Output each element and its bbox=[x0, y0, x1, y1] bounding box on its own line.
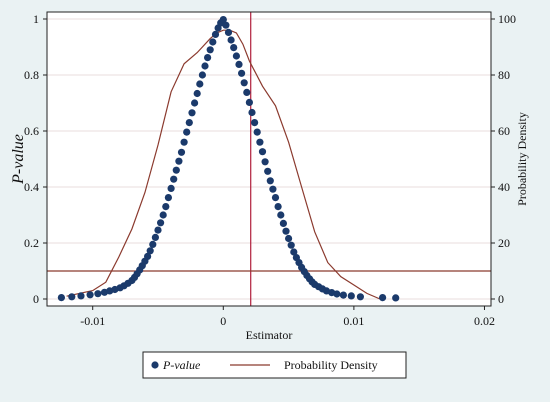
p-value-point bbox=[185, 119, 193, 127]
p-value-point bbox=[230, 44, 238, 52]
p-value-point bbox=[245, 98, 253, 106]
p-value-point bbox=[269, 185, 277, 193]
p-value-point bbox=[209, 38, 217, 46]
y-left-tick-label: 0.4 bbox=[24, 180, 39, 194]
p-value-point bbox=[253, 128, 261, 136]
p-value-point bbox=[162, 203, 170, 211]
p-value-point bbox=[279, 219, 287, 227]
p-value-point bbox=[144, 252, 152, 260]
x-tick-label: 0 bbox=[220, 314, 226, 328]
plot-border bbox=[46, 11, 492, 307]
p-value-point bbox=[204, 54, 212, 62]
y-left-tick-label: 0.2 bbox=[24, 236, 39, 250]
p-value-point bbox=[211, 30, 220, 38]
legend: P-value Probability Density bbox=[142, 351, 407, 379]
p-value-point bbox=[154, 226, 162, 234]
p-value-point bbox=[183, 128, 191, 136]
legend-label-p-value: P-value bbox=[162, 358, 201, 372]
legend-marker-p-value bbox=[151, 361, 159, 369]
axes: 0 0.2 0.4 0.6 0.8 1 0 20 40 60 80 100 -0.01 0 0.01 0.02… bbox=[10, 12, 529, 342]
p-value-point bbox=[164, 194, 172, 202]
p-value-point bbox=[258, 148, 267, 156]
p-value-point bbox=[227, 36, 235, 44]
p-value-point bbox=[243, 88, 251, 96]
y-left-axis-label: P-value bbox=[10, 134, 27, 185]
p-value-point bbox=[266, 177, 274, 185]
x-tick-label: 0.01 bbox=[343, 314, 364, 328]
plot-area bbox=[47, 12, 491, 306]
y-left-tick-label: 1 bbox=[33, 12, 39, 26]
y-left-tick-label: 0.6 bbox=[24, 124, 39, 138]
p-value-point bbox=[188, 109, 196, 117]
p-value-point bbox=[290, 248, 298, 256]
p-value-point bbox=[222, 21, 230, 29]
p-value-point bbox=[333, 290, 341, 298]
p-value-point bbox=[206, 46, 214, 54]
p-value-point bbox=[379, 294, 387, 302]
p-value-point bbox=[285, 234, 293, 243]
p-value-point bbox=[240, 79, 248, 87]
p-value-point bbox=[77, 292, 85, 300]
p-value-point bbox=[238, 69, 246, 77]
p-value-point bbox=[57, 294, 65, 302]
legend-label-density: Probability Density bbox=[284, 358, 378, 372]
p-value-point bbox=[251, 119, 259, 127]
legend-box bbox=[142, 351, 407, 379]
y-right-tick-label: 0 bbox=[498, 292, 504, 306]
p-value-point bbox=[151, 233, 159, 241]
y-right-tick-label: 40 bbox=[498, 180, 510, 194]
p-value-point bbox=[193, 89, 201, 98]
y-right-axis-label: Probability Density bbox=[515, 112, 529, 206]
p-value-point bbox=[347, 292, 355, 300]
x-tick-label: -0.01 bbox=[80, 314, 105, 328]
p-value-point bbox=[261, 158, 269, 166]
grid-lines bbox=[47, 18, 491, 300]
p-value-point bbox=[196, 80, 204, 88]
p-value-point bbox=[149, 240, 157, 248]
p-value-point bbox=[198, 71, 206, 79]
p-value-point bbox=[146, 247, 154, 255]
p-value-point bbox=[392, 294, 400, 302]
y-right-tick-label: 20 bbox=[498, 236, 510, 250]
reference-lines bbox=[47, 12, 491, 306]
y-right-tick-label: 60 bbox=[498, 124, 510, 138]
p-value-point bbox=[282, 227, 290, 235]
plot-frame bbox=[46, 11, 492, 307]
p-value-series bbox=[57, 16, 400, 302]
p-value-point bbox=[232, 52, 240, 60]
p-value-point bbox=[191, 99, 199, 107]
p-value-point bbox=[175, 157, 183, 165]
p-value-point bbox=[159, 211, 167, 219]
p-value-point bbox=[172, 166, 180, 174]
x-tick-label: 0.02 bbox=[474, 314, 495, 328]
p-value-point bbox=[274, 203, 282, 211]
p-value-point bbox=[219, 16, 227, 24]
p-value-point bbox=[170, 175, 178, 183]
p-value-point bbox=[180, 138, 188, 146]
p-value-point bbox=[271, 194, 280, 202]
p-value-point bbox=[277, 211, 285, 219]
p-value-point bbox=[224, 28, 233, 36]
p-value-point bbox=[201, 62, 209, 70]
y-left-tick-label: 0.8 bbox=[24, 68, 39, 82]
p-value-point bbox=[177, 148, 186, 156]
p-value-point bbox=[94, 290, 102, 298]
p-value-point bbox=[256, 138, 264, 146]
p-value-point bbox=[287, 241, 295, 249]
p-value-point bbox=[68, 293, 76, 301]
p-value-point bbox=[157, 219, 165, 227]
y-right-tick-label: 80 bbox=[498, 68, 510, 82]
p-value-point bbox=[248, 108, 256, 117]
y-left-tick-label: 0 bbox=[33, 292, 39, 306]
x-axis-label: Estimator bbox=[246, 328, 293, 342]
p-value-point bbox=[235, 60, 243, 68]
p-value-point bbox=[264, 167, 272, 175]
p-value-point bbox=[167, 184, 175, 192]
p-value-point bbox=[356, 293, 364, 301]
p-value-point bbox=[86, 291, 94, 299]
y-right-tick-label: 100 bbox=[498, 12, 516, 26]
p-value-point bbox=[339, 291, 347, 299]
